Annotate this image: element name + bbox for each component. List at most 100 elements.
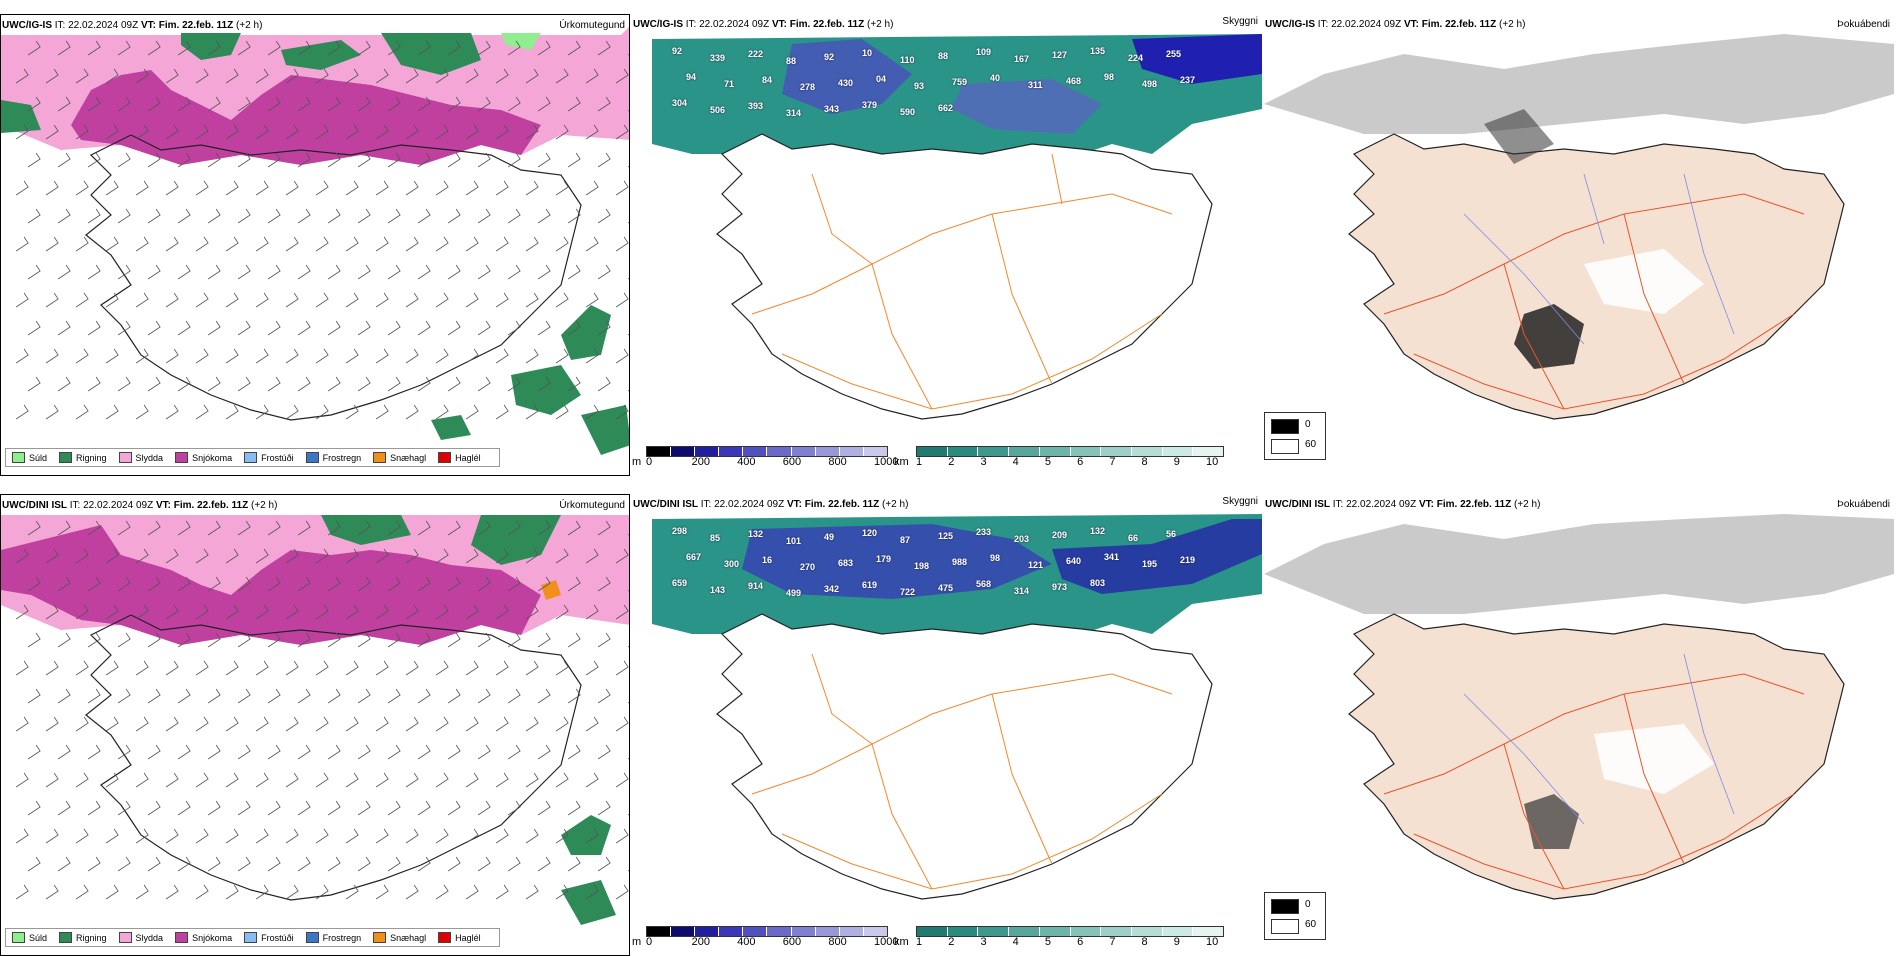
cloud-base-area [742, 524, 1052, 599]
wind-barb [147, 576, 161, 592]
legend-swatch [12, 932, 25, 943]
wind-barb [237, 152, 251, 168]
fog-panel: UWC/IG-IS IT: 22.02.2024 09Z VT: Fim. 22… [1264, 14, 1894, 476]
cloud-base-label: 499 [786, 588, 802, 598]
wind-barb [147, 208, 161, 224]
wind-barb [477, 208, 491, 224]
wind-barb [195, 716, 209, 732]
wind-barb [105, 772, 119, 788]
wind-barb [375, 124, 389, 140]
wind-barb [465, 716, 479, 732]
wind-barb [195, 660, 209, 676]
wind-barb [567, 264, 581, 280]
colorbar-tick-label: 4 [1012, 456, 1019, 468]
wind-barb [177, 632, 191, 648]
wind-barb [285, 604, 299, 620]
wind-barb [567, 152, 581, 168]
wind-barb [525, 604, 539, 620]
wind-barb [627, 389, 629, 392]
wind-barb [375, 292, 389, 308]
legend-item: Frostúði [244, 932, 294, 943]
wind-barb [315, 348, 329, 364]
wind-barb [615, 828, 629, 844]
fog-legend-swatch-low [1271, 419, 1299, 434]
it-value: 22.02.2024 09Z [1331, 19, 1402, 30]
wind-barb [375, 404, 389, 420]
wind-barb [525, 180, 539, 196]
snjokoma-area [71, 70, 541, 165]
wind-barb [237, 688, 251, 704]
wind-barb [627, 277, 629, 280]
cloud-base-label: 40 [990, 73, 1001, 83]
colorbar-segment [695, 927, 720, 936]
wind-barb [357, 856, 371, 872]
wind-barb [507, 40, 521, 56]
wind-barb [87, 376, 101, 392]
wind-barb [537, 96, 551, 112]
it-label: IT: [685, 19, 697, 30]
colorbar-tick-label: 5 [1044, 456, 1051, 468]
cloud-base-label: 49 [824, 532, 835, 542]
wind-barb [207, 800, 221, 816]
wind-barb [75, 404, 89, 420]
wind-barb [45, 828, 59, 844]
wind-barb [327, 40, 341, 56]
wind-barb [495, 348, 509, 364]
it-label: IT: [700, 499, 712, 510]
wind-barb [375, 604, 389, 620]
wind-barb [297, 576, 311, 592]
wind-barb [57, 152, 71, 168]
wind-barb [225, 660, 239, 676]
fog-sea-area [1264, 514, 1894, 614]
cloud-base-label: 125 [938, 531, 954, 541]
legend-item: Haglél [438, 932, 481, 943]
vt-label: VT: [1403, 19, 1419, 30]
cloud-base-label: 110 [900, 55, 915, 65]
wind-barb [255, 124, 269, 140]
wind-barb [237, 208, 251, 224]
wind-barb [267, 520, 281, 536]
cloud-base-label: 132 [1090, 526, 1106, 536]
wind-barb [255, 772, 269, 788]
wind-barb [207, 376, 221, 392]
wind-barb [57, 744, 71, 760]
wind-barb [555, 292, 569, 308]
wind-barb [465, 660, 479, 676]
wind-barb [315, 124, 329, 140]
cloud-base-label: 121 [1028, 560, 1044, 570]
cloud-base-label: 209 [1052, 530, 1068, 540]
wind-barb [327, 96, 341, 112]
wind-barb [495, 292, 509, 308]
wind-barb [357, 320, 371, 336]
lead-time: (+2 h) [882, 499, 909, 510]
wind-barb [147, 152, 161, 168]
wind-barb [477, 40, 491, 56]
wind-barb [447, 520, 461, 536]
wind-barb [447, 856, 461, 872]
road-network [1383, 193, 1805, 410]
wind-barb [237, 96, 251, 112]
wind-barb [327, 688, 341, 704]
wind-barb [285, 884, 299, 900]
wind-barb [597, 208, 611, 224]
colorbar-tick-label: 0 [646, 936, 653, 948]
wind-barb [405, 68, 419, 84]
wind-barb [267, 688, 281, 704]
wind-barb [327, 632, 341, 648]
wind-barb [525, 404, 539, 420]
wind-barb [417, 744, 431, 760]
cloud-base-label: 84 [762, 75, 773, 85]
legend-item: Rigning [59, 932, 107, 943]
river-network [1463, 653, 1735, 825]
wind-barb [117, 520, 131, 536]
wind-barb [555, 236, 569, 252]
wind-barb [255, 548, 269, 564]
wind-barb [597, 520, 611, 536]
wind-barb [495, 828, 509, 844]
wind-barb [585, 884, 599, 900]
rigning-area [561, 815, 611, 855]
colorbar-segment [863, 447, 887, 456]
cloud-base-label: 222 [748, 49, 764, 59]
colorbar-tick-label: 9 [1173, 456, 1180, 468]
wind-barb [27, 856, 41, 872]
